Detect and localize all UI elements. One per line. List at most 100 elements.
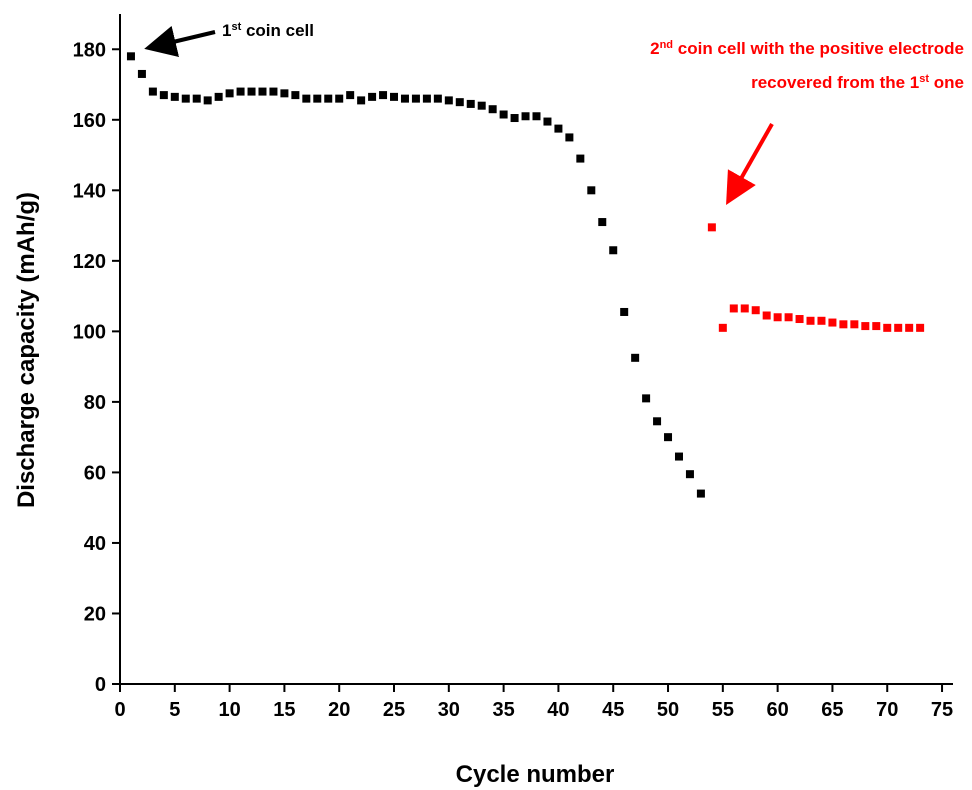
point <box>598 218 607 227</box>
point <box>707 223 716 232</box>
annotation-part: 1 <box>222 21 231 40</box>
x-tick-label: 15 <box>273 699 295 721</box>
annotation: recovered from the 1st one <box>751 73 964 92</box>
point <box>390 92 399 101</box>
point <box>488 105 497 114</box>
point <box>444 96 453 105</box>
point <box>872 322 881 331</box>
point <box>828 318 837 327</box>
y-tick-label: 0 <box>95 674 106 696</box>
point <box>225 89 234 98</box>
point <box>576 154 585 163</box>
point <box>696 489 705 498</box>
point <box>861 322 870 331</box>
point <box>379 91 388 100</box>
point <box>455 98 464 107</box>
x-tick-label: 50 <box>657 699 679 721</box>
x-tick-label: 40 <box>547 699 569 721</box>
point <box>839 320 848 329</box>
y-tick-label: 120 <box>73 251 106 273</box>
y-tick-label: 60 <box>84 462 106 484</box>
point <box>894 323 903 332</box>
x-tick-label: 5 <box>169 699 180 721</box>
point <box>905 323 914 332</box>
x-tick-label: 70 <box>876 699 898 721</box>
point <box>214 92 223 101</box>
point <box>642 394 651 403</box>
y-tick-label: 160 <box>73 110 106 132</box>
y-tick-label: 40 <box>84 533 106 555</box>
annotation-part: st <box>919 73 929 85</box>
point <box>565 133 574 142</box>
x-tick-label: 10 <box>218 699 240 721</box>
point <box>795 315 804 324</box>
point <box>192 94 201 103</box>
x-tick-label: 30 <box>438 699 460 721</box>
point <box>368 92 377 101</box>
point <box>817 316 826 325</box>
x-tick-label: 0 <box>114 699 125 721</box>
point <box>236 87 245 96</box>
point <box>685 470 694 479</box>
arrow <box>726 123 774 205</box>
x-tick-label: 20 <box>328 699 350 721</box>
point <box>740 304 749 313</box>
point <box>148 87 157 96</box>
point <box>653 417 662 426</box>
point <box>291 91 300 100</box>
point <box>433 94 442 103</box>
point <box>170 92 179 101</box>
point <box>883 323 892 332</box>
point <box>466 99 475 108</box>
point <box>664 433 673 442</box>
arrow <box>144 25 216 58</box>
point <box>258 87 267 96</box>
point <box>806 316 815 325</box>
y-axis-label: Discharge capacity (mAh/g) <box>13 192 40 508</box>
point <box>784 313 793 322</box>
annotation: 2nd coin cell with the positive electrod… <box>650 39 964 58</box>
x-tick-label: 75 <box>931 699 953 721</box>
y-tick-label: 140 <box>73 180 106 202</box>
point <box>510 114 519 123</box>
point <box>137 69 146 78</box>
point <box>729 304 738 313</box>
point <box>422 94 431 103</box>
point <box>126 52 135 61</box>
x-tick-label: 45 <box>602 699 624 721</box>
point <box>532 112 541 121</box>
y-tick-label: 100 <box>73 321 106 343</box>
annotation: 1st coin cell <box>222 21 314 40</box>
point <box>850 320 859 329</box>
point <box>620 307 629 316</box>
y-tick-label: 180 <box>73 39 106 61</box>
point <box>247 87 256 96</box>
annotation-part: coin cell <box>241 21 314 40</box>
point <box>554 124 563 133</box>
point <box>411 94 420 103</box>
point <box>543 117 552 126</box>
point <box>718 323 727 332</box>
point <box>609 246 618 255</box>
annotation-part: st <box>231 21 241 33</box>
annotation-part: coin cell with the positive electrode <box>673 39 964 58</box>
x-tick-label: 35 <box>492 699 514 721</box>
point <box>269 87 278 96</box>
point <box>773 313 782 322</box>
point <box>587 186 596 195</box>
point <box>916 323 925 332</box>
y-tick-label: 80 <box>84 392 106 414</box>
point <box>762 311 771 320</box>
x-axis-label: Cycle number <box>456 761 615 788</box>
point <box>346 91 355 100</box>
point <box>631 353 640 362</box>
y-tick-label: 20 <box>84 603 106 625</box>
point <box>477 101 486 110</box>
x-tick-label: 55 <box>712 699 734 721</box>
x-tick-label: 25 <box>383 699 405 721</box>
x-tick-label: 60 <box>767 699 789 721</box>
annotation-part: 2 <box>650 39 659 58</box>
point <box>499 110 508 119</box>
point <box>324 94 333 103</box>
